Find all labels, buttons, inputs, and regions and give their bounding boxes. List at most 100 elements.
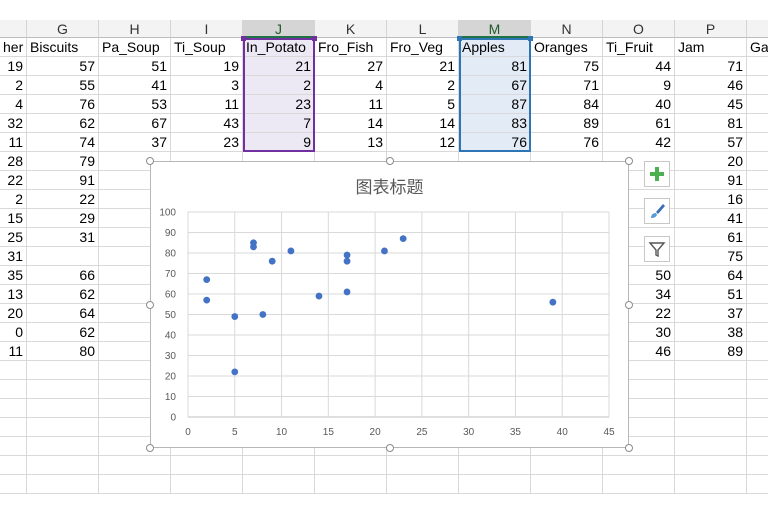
cell-F22[interactable]: [0, 437, 27, 456]
data-point[interactable]: [203, 276, 211, 284]
column-header-M[interactable]: M: [459, 20, 531, 38]
cell-I3[interactable]: 3: [171, 76, 243, 95]
cell-Q23[interactable]: [747, 456, 768, 475]
cell-F19[interactable]: [0, 380, 27, 399]
cell-G15[interactable]: 64: [27, 304, 99, 323]
data-point[interactable]: [231, 313, 239, 320]
cell-N24[interactable]: [531, 475, 603, 494]
data-point[interactable]: [315, 292, 323, 300]
cell-Q5[interactable]: [747, 114, 768, 133]
range-selection-m-handle[interactable]: [457, 36, 462, 41]
cell-O22[interactable]: [603, 437, 675, 456]
cell-P14[interactable]: 51: [675, 285, 747, 304]
data-point[interactable]: [231, 368, 239, 376]
cell-F4[interactable]: 4: [0, 95, 27, 114]
cell-G10[interactable]: 29: [27, 209, 99, 228]
plot-area[interactable]: 0 10 20 30 40 50 60 70 80 90 100 0 5 10 15 20 25 30 35 40 45: [151, 162, 630, 449]
cell-F9[interactable]: 2: [0, 190, 27, 209]
cell-P19[interactable]: [675, 380, 747, 399]
cell-F21[interactable]: [0, 418, 27, 437]
scatter-chart[interactable]: 图表标题 0 10 20 30 40 50 60 70 80 90 100 0 5 10 15 20 25 30 3…: [150, 161, 629, 448]
cell-N2[interactable]: 75: [531, 57, 603, 76]
cell-K3[interactable]: 4: [315, 76, 387, 95]
cell-O2[interactable]: 44: [603, 57, 675, 76]
cell-F11[interactable]: 25: [0, 228, 27, 247]
cell-I6[interactable]: 23: [171, 133, 243, 152]
header-cell-P[interactable]: Jam: [675, 38, 747, 57]
cell-L3[interactable]: 2: [387, 76, 459, 95]
cell-O16[interactable]: 30: [603, 323, 675, 342]
cell-P23[interactable]: [675, 456, 747, 475]
cell-G5[interactable]: 62: [27, 114, 99, 133]
cell-H23[interactable]: [99, 456, 171, 475]
cell-N3[interactable]: 71: [531, 76, 603, 95]
cell-F17[interactable]: 11: [0, 342, 27, 361]
cell-O4[interactable]: 40: [603, 95, 675, 114]
cell-P3[interactable]: 46: [675, 76, 747, 95]
cell-O21[interactable]: [603, 418, 675, 437]
cell-H6[interactable]: 37: [99, 133, 171, 152]
cell-G17[interactable]: 80: [27, 342, 99, 361]
cell-O13[interactable]: 50: [603, 266, 675, 285]
cell-P21[interactable]: [675, 418, 747, 437]
cell-G11[interactable]: 31: [27, 228, 99, 247]
cell-F6[interactable]: 11: [0, 133, 27, 152]
chart-resize-handle[interactable]: [625, 157, 633, 165]
header-cell-J[interactable]: In_Potato: [243, 38, 315, 57]
cell-Q19[interactable]: [747, 380, 768, 399]
cell-G12[interactable]: [27, 247, 99, 266]
cell-O8[interactable]: [603, 171, 675, 190]
cell-F13[interactable]: 35: [0, 266, 27, 285]
cell-P5[interactable]: 81: [675, 114, 747, 133]
cell-J24[interactable]: [243, 475, 315, 494]
cell-O6[interactable]: 42: [603, 133, 675, 152]
chart-resize-handle[interactable]: [146, 157, 154, 165]
cell-O23[interactable]: [603, 456, 675, 475]
cell-K2[interactable]: 27: [315, 57, 387, 76]
cell-K5[interactable]: 14: [315, 114, 387, 133]
data-point[interactable]: [287, 247, 295, 255]
cell-O15[interactable]: 22: [603, 304, 675, 323]
chart-title[interactable]: 图表标题: [355, 178, 424, 197]
cell-Q10[interactable]: [747, 209, 768, 228]
cell-G13[interactable]: 66: [27, 266, 99, 285]
cell-Q2[interactable]: [747, 57, 768, 76]
cell-Q14[interactable]: [747, 285, 768, 304]
cell-P20[interactable]: [675, 399, 747, 418]
data-point[interactable]: [259, 311, 267, 318]
cell-Q13[interactable]: [747, 266, 768, 285]
cell-F5[interactable]: 32: [0, 114, 27, 133]
cell-G16[interactable]: 62: [27, 323, 99, 342]
column-header-Q[interactable]: [747, 20, 768, 38]
chart-resize-handle[interactable]: [385, 157, 394, 165]
cell-K23[interactable]: [315, 456, 387, 475]
range-selection-j-handle[interactable]: [241, 36, 246, 41]
range-selection-m-handle[interactable]: [528, 36, 533, 41]
column-header-N[interactable]: N: [531, 20, 603, 38]
cell-Q3[interactable]: [747, 76, 768, 95]
cell-G2[interactable]: 57: [27, 57, 99, 76]
cell-Q22[interactable]: [747, 437, 768, 456]
chart-resize-handle[interactable]: [146, 444, 154, 452]
column-header-J[interactable]: J: [243, 20, 315, 38]
cell-M23[interactable]: [459, 456, 531, 475]
header-cell-N[interactable]: Oranges: [531, 38, 603, 57]
cell-L5[interactable]: 14: [387, 114, 459, 133]
cell-O24[interactable]: [603, 475, 675, 494]
data-point[interactable]: [343, 251, 351, 259]
chart-resize-handle[interactable]: [385, 444, 394, 452]
cell-H3[interactable]: 41: [99, 76, 171, 95]
cell-L24[interactable]: [387, 475, 459, 494]
header-cell-F[interactable]: her: [0, 38, 27, 57]
column-header-G[interactable]: G: [27, 20, 99, 38]
data-point[interactable]: [343, 257, 351, 265]
cell-F10[interactable]: 15: [0, 209, 27, 228]
cell-I5[interactable]: 43: [171, 114, 243, 133]
chart-elements-button[interactable]: [644, 161, 670, 187]
cell-Q12[interactable]: [747, 247, 768, 266]
range-selection-j-handle[interactable]: [312, 36, 317, 41]
cell-Q17[interactable]: [747, 342, 768, 361]
cell-O11[interactable]: [603, 228, 675, 247]
cell-F18[interactable]: [0, 361, 27, 380]
column-header-O[interactable]: O: [603, 20, 675, 38]
